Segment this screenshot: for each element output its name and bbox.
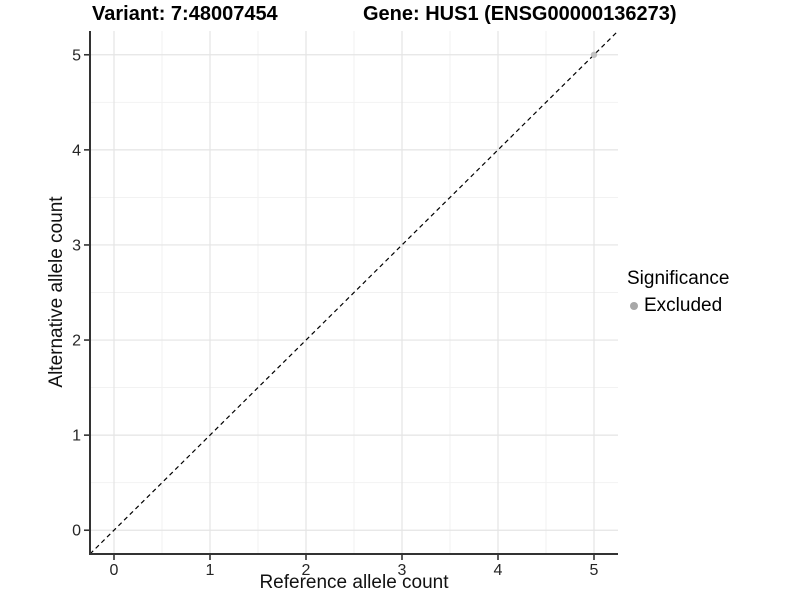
variant-title: Variant: 7:48007454 <box>92 3 278 25</box>
x-tick-label: 1 <box>206 562 215 579</box>
legend-entry-label: Excluded <box>644 295 723 316</box>
x-tick-label: 3 <box>398 562 407 579</box>
x-tick-label: 2 <box>302 562 311 579</box>
y-tick-label: 2 <box>72 333 81 350</box>
identity-line <box>89 30 619 555</box>
plot-panel: 0 1 2 3 4 5 0 1 2 3 4 5 <box>72 30 619 579</box>
y-tick-label: 4 <box>72 142 81 159</box>
legend-entry-excluded: Excluded <box>630 295 729 317</box>
y-tick-label: 5 <box>72 47 81 64</box>
gene-title: Gene: HUS1 (ENSG00000136273) <box>363 3 677 25</box>
chart-canvas: 0 1 2 3 4 5 0 1 2 3 4 5 <box>72 30 619 579</box>
legend: Significance Excluded <box>627 268 729 317</box>
y-tick-label: 0 <box>72 523 81 540</box>
grid-major <box>90 31 618 554</box>
x-tick-label: 0 <box>110 562 119 579</box>
data-point <box>590 51 598 58</box>
y-tick-label: 3 <box>72 237 81 254</box>
grid-minor <box>90 31 618 554</box>
x-tick-label: 5 <box>590 562 599 579</box>
x-tick-label: 4 <box>494 562 503 579</box>
y-tick-label: 1 <box>72 428 81 445</box>
legend-title: Significance <box>627 268 730 289</box>
x-axis-title: Reference allele count <box>259 572 449 593</box>
y-axis-title: Alternative allele count <box>46 196 67 388</box>
excluded-dot-icon <box>630 302 638 310</box>
